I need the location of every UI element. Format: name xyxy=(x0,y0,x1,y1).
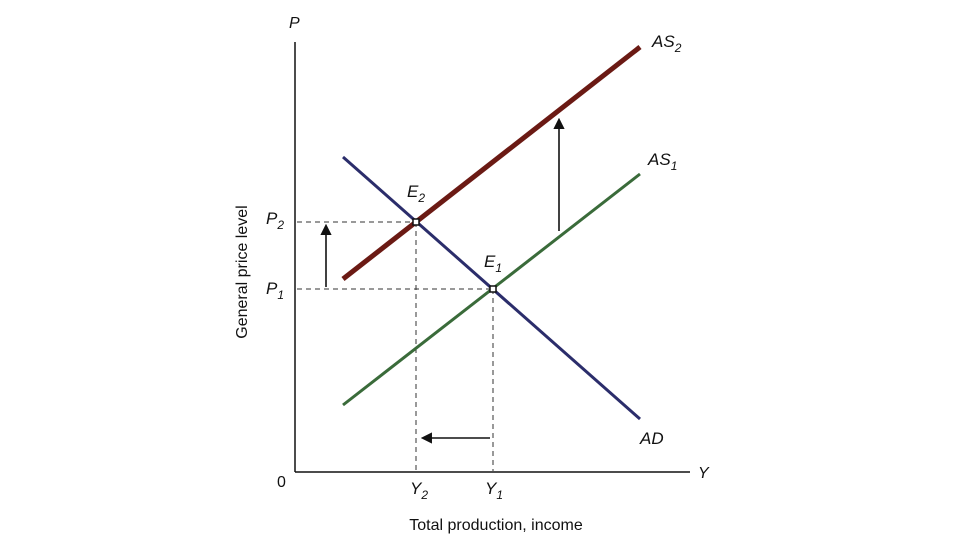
as1-label: AS1 xyxy=(647,150,677,173)
ad-label: AD xyxy=(639,429,664,448)
as2-curve xyxy=(341,45,642,281)
e2-label: E2 xyxy=(407,182,425,205)
e2-point-marker xyxy=(412,218,420,226)
y2-tick-label: Y2 xyxy=(410,479,428,502)
y1-tick-label: Y1 xyxy=(485,479,503,502)
origin-label: 0 xyxy=(277,474,286,491)
y-axis-title: General price level xyxy=(234,205,251,338)
e1-point-marker xyxy=(489,285,497,293)
p1-tick-label: P1 xyxy=(266,279,284,302)
p2-tick-label: P2 xyxy=(266,209,284,232)
y-axis-symbol: P xyxy=(289,15,300,32)
x-axis-title: Total production, income xyxy=(409,517,583,534)
x-axis-symbol: Y xyxy=(698,465,710,482)
e1-label: E1 xyxy=(484,252,502,275)
as2-label: AS2 xyxy=(651,32,682,55)
